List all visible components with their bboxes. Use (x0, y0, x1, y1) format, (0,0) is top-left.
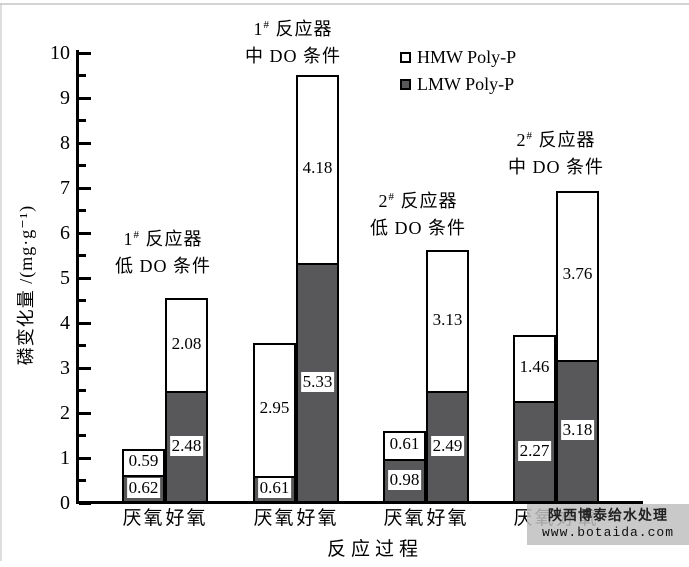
y-major-tick (79, 231, 91, 235)
x-tick-label: 厌氧 (383, 508, 426, 529)
x-tick-label: 好氧 (165, 508, 208, 529)
bar-group2-aerobic (296, 75, 339, 503)
y-tick-label: 5 (60, 267, 70, 289)
scan-artifact-left (0, 3, 2, 561)
y-major-tick (79, 96, 91, 100)
y-minor-tick (79, 254, 86, 257)
legend-label-hmw: HMW Poly-P (417, 47, 517, 67)
y-major-tick (79, 456, 91, 460)
legend-label-lmw: LMW Poly-P (417, 74, 515, 94)
y-minor-tick (79, 344, 86, 347)
x-axis-title: 反应过程 (326, 539, 423, 560)
y-major-tick (79, 321, 91, 325)
value-label-lmw: 0.62 (126, 478, 161, 499)
y-major-tick (79, 141, 91, 145)
y-axis-title: 磷变化量 /(mg·g⁻¹) (16, 204, 36, 366)
y-tick-label: 7 (60, 177, 70, 199)
y-major-tick (79, 411, 91, 415)
value-label-hmw: 4.18 (300, 158, 335, 179)
legend: HMW Poly-P LMW Poly-P (400, 44, 516, 98)
y-tick-label: 8 (60, 132, 70, 154)
watermark: 陕西博泰给水处理 www.botaida.com (527, 504, 689, 545)
value-label-lmw: 0.98 (387, 469, 422, 490)
group-heading-2: 1# 反应器中 DO 条件 (245, 19, 341, 66)
x-tick-label: 好氧 (426, 508, 469, 529)
value-label-lmw: 0.61 (257, 478, 292, 499)
y-major-tick (79, 186, 91, 190)
y-axis-line (76, 50, 79, 503)
value-label-lmw: 2.49 (430, 435, 465, 456)
y-minor-tick (79, 434, 86, 437)
y-minor-tick (79, 389, 86, 392)
y-major-tick (79, 366, 91, 370)
y-minor-tick (79, 479, 86, 482)
y-tick-label: 3 (60, 357, 70, 379)
watermark-text: 陕西博泰给水处理 (548, 507, 668, 523)
value-label-hmw: 2.08 (169, 333, 204, 354)
bar-group4-aerobic (556, 190, 599, 503)
value-label-lmw: 3.18 (560, 420, 595, 441)
y-major-tick (79, 276, 91, 280)
y-major-tick (79, 51, 91, 55)
hmw-swatch-icon (400, 52, 411, 63)
y-minor-tick (79, 74, 86, 77)
y-major-tick (79, 501, 91, 505)
y-tick-label: 6 (60, 222, 70, 244)
group-heading-4: 2# 反应器中 DO 条件 (508, 130, 604, 177)
legend-item-hmw: HMW Poly-P (400, 44, 516, 71)
y-tick-label: 1 (60, 447, 70, 469)
y-minor-tick (79, 119, 86, 122)
value-label-lmw: 2.27 (517, 440, 552, 461)
y-tick-label: 4 (60, 312, 70, 334)
x-axis-line (76, 501, 643, 504)
y-minor-tick (79, 164, 86, 167)
value-label-hmw: 0.59 (126, 450, 161, 471)
value-label-hmw: 3.13 (430, 309, 465, 330)
value-label-hmw: 3.76 (560, 264, 595, 285)
bar-group1-aerobic (165, 297, 208, 503)
y-minor-tick (79, 299, 86, 302)
y-minor-tick (79, 209, 86, 212)
y-tick-label: 0 (60, 492, 70, 514)
group-heading-1: 1# 反应器低 DO 条件 (115, 229, 211, 276)
value-label-lmw: 5.33 (300, 372, 335, 393)
group-heading-3: 2# 反应器低 DO 条件 (370, 191, 466, 238)
watermark-url: www.botaida.com (541, 525, 675, 540)
x-tick-label: 厌氧 (253, 508, 296, 529)
value-label-hmw: 1.46 (517, 357, 552, 377)
lmw-swatch-icon (400, 79, 411, 90)
value-label-hmw: 0.61 (387, 434, 422, 455)
y-tick-label: 9 (60, 87, 70, 109)
x-tick-label: 好氧 (296, 508, 339, 529)
value-label-lmw: 2.48 (169, 436, 204, 457)
bar-group3-aerobic (426, 250, 469, 503)
x-tick-label: 厌氧 (122, 508, 165, 529)
y-tick-label: 2 (60, 402, 70, 424)
y-tick-label: 10 (50, 42, 70, 64)
value-label-hmw: 2.95 (257, 398, 292, 419)
legend-item-lmw: LMW Poly-P (400, 71, 516, 98)
scan-artifact-top (0, 3, 689, 5)
bar-group2-anaerobic (253, 342, 296, 503)
